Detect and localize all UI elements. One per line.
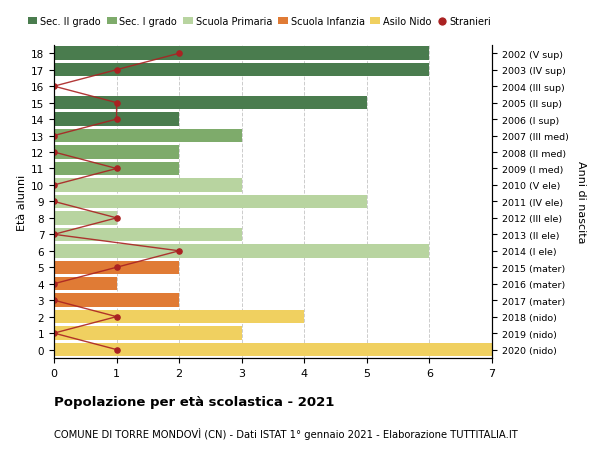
Bar [54,179,242,192]
Bar [54,245,430,258]
Point [112,313,121,321]
Bar [54,261,179,274]
Legend: Sec. II grado, Sec. I grado, Scuola Primaria, Scuola Infanzia, Asilo Nido, Stran: Sec. II grado, Sec. I grado, Scuola Prim… [24,13,496,31]
Point [112,346,121,353]
Text: COMUNE DI TORRE MONDOVÌ (CN) - Dati ISTAT 1° gennaio 2021 - Elaborazione TUTTITA: COMUNE DI TORRE MONDOVÌ (CN) - Dati ISTA… [54,427,518,439]
Bar [54,310,304,324]
Text: Popolazione per età scolastica - 2021: Popolazione per età scolastica - 2021 [54,395,334,408]
Point [49,133,59,140]
Point [49,182,59,189]
Bar [54,64,430,77]
Bar [54,162,179,176]
Bar [54,195,367,209]
Bar [54,343,492,357]
Bar [54,113,179,127]
Bar [54,277,116,291]
Point [49,149,59,157]
Point [175,50,184,58]
Bar [54,146,179,159]
Bar [54,212,116,225]
Point [112,67,121,74]
Bar [54,97,367,110]
Point [49,198,59,206]
Point [112,264,121,271]
Point [112,116,121,123]
Point [49,83,59,90]
Point [112,215,121,222]
Point [175,247,184,255]
Bar [54,294,179,307]
Bar [54,129,242,143]
Bar [54,228,242,241]
Point [49,231,59,239]
Point [112,100,121,107]
Y-axis label: Anni di nascita: Anni di nascita [575,161,586,243]
Point [49,280,59,288]
Y-axis label: Età alunni: Età alunni [17,174,27,230]
Bar [54,47,430,61]
Bar [54,327,242,340]
Point [49,297,59,304]
Point [112,165,121,173]
Point [49,330,59,337]
